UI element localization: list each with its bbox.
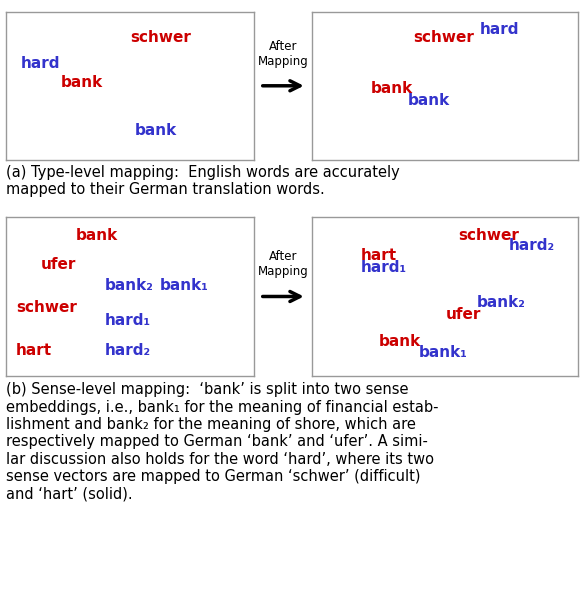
Text: hard: hard xyxy=(21,56,60,71)
Text: hard₁: hard₁ xyxy=(360,260,406,275)
Text: ufer: ufer xyxy=(445,306,481,321)
Text: hard₂: hard₂ xyxy=(105,343,151,358)
Text: After
Mapping: After Mapping xyxy=(258,250,308,278)
Text: bank₂: bank₂ xyxy=(477,296,526,311)
Text: bank: bank xyxy=(61,75,103,90)
Text: bank: bank xyxy=(371,81,413,96)
Text: bank₁: bank₁ xyxy=(419,345,468,360)
Text: hard₂: hard₂ xyxy=(509,238,555,253)
Text: bank: bank xyxy=(379,334,421,349)
Text: hard₁: hard₁ xyxy=(105,313,151,328)
Text: bank₁: bank₁ xyxy=(159,278,208,293)
Text: bank₂: bank₂ xyxy=(105,278,154,293)
Text: (b) Sense-level mapping:  ‘bank’ is split into two sense
embeddings, i.e., bank₁: (b) Sense-level mapping: ‘bank’ is split… xyxy=(6,382,439,501)
Text: hard: hard xyxy=(480,22,519,37)
Text: After
Mapping: After Mapping xyxy=(258,40,308,68)
Text: hart: hart xyxy=(360,247,397,262)
Text: schwer: schwer xyxy=(130,29,191,45)
Text: (a) Type-level mapping:  English words are accurately
mapped to their German tra: (a) Type-level mapping: English words ar… xyxy=(6,165,399,197)
Text: bank: bank xyxy=(408,93,450,108)
Text: bank: bank xyxy=(75,228,117,243)
Text: schwer: schwer xyxy=(413,29,474,45)
Text: schwer: schwer xyxy=(458,228,519,243)
Text: hart: hart xyxy=(16,343,52,358)
Text: ufer: ufer xyxy=(41,257,76,272)
Text: bank: bank xyxy=(135,123,177,137)
Text: schwer: schwer xyxy=(16,300,77,315)
